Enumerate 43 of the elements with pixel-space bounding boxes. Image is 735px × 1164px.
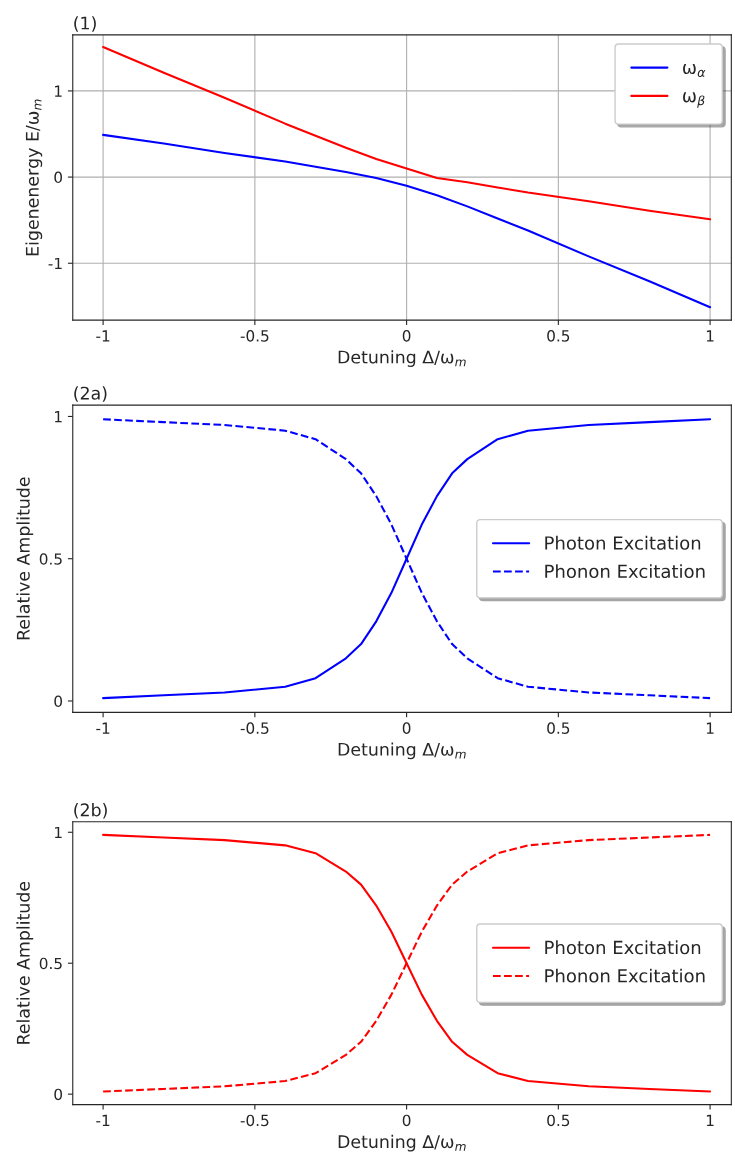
x-tick-label: 1	[706, 330, 714, 342]
x-tick-label: 0.5	[547, 722, 570, 734]
x-tick-label: 0	[402, 1114, 411, 1127]
line-series	[102, 45, 712, 221]
chart-title: (1)	[74, 16, 96, 32]
y-axis-title: Eigenenergy E/ω$_{m}$	[25, 99, 43, 256]
y-tick-label: 1	[55, 85, 62, 97]
x-axis-title: Detuning Δ/ω$_{m}$	[338, 742, 466, 760]
y-tick-label: 1	[55, 411, 62, 423]
x-tick-label: 0	[402, 722, 411, 734]
line-series	[102, 133, 712, 309]
x-tick-label: -1	[96, 722, 110, 734]
x-tick-label: 0.5	[547, 330, 570, 342]
legend-label: Phonon Excitation	[545, 968, 705, 983]
x-axis-title: Detuning Δ/ω$_{m}$	[338, 1134, 466, 1152]
y-tick-label: 0.5	[39, 553, 62, 565]
legend-label: Photon Excitation	[545, 535, 701, 550]
x-tick-label: 1	[706, 722, 714, 734]
y-tick-label: 0	[54, 695, 63, 708]
legend-label: Phonon Excitation	[545, 564, 705, 579]
y-tick-label: -1	[48, 257, 62, 270]
chart-title: (2a)	[74, 386, 107, 402]
y-axis-title: Relative Amplitude	[16, 477, 34, 640]
y-tick-label: 0	[54, 1088, 63, 1101]
chart-title: (2b)	[74, 803, 107, 819]
x-tick-label: -1	[96, 330, 110, 342]
line-series	[102, 833, 712, 1093]
x-tick-label: 0.5	[547, 1114, 570, 1127]
x-tick-label: -1	[96, 1114, 110, 1126]
x-tick-label: -0.5	[240, 330, 269, 342]
x-tick-label: 0	[402, 330, 411, 342]
x-axis-title: Detuning Δ/ω$_{m}$	[338, 350, 466, 367]
x-tick-label: -0.5	[240, 1114, 269, 1127]
legend-label: Photon Excitation	[545, 940, 701, 955]
x-tick-label: -0.5	[240, 722, 269, 734]
legend-label: ω$_{β}$	[683, 92, 705, 108]
y-tick-label: 1	[55, 826, 62, 839]
line-series	[102, 418, 712, 700]
y-tick-label: 0.5	[39, 957, 62, 970]
y-tick-label: 0	[54, 171, 63, 184]
x-tick-label: 1	[706, 1114, 714, 1126]
legend-label: ω$_{α}$	[683, 63, 706, 77]
y-axis-title: Relative Amplitude	[16, 881, 34, 1044]
